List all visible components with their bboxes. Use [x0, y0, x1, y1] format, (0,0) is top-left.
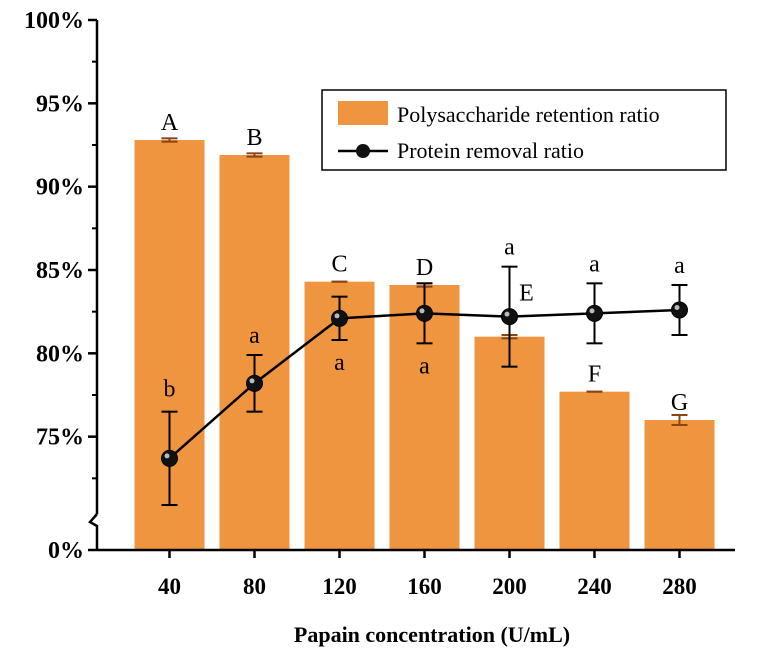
- x-tick-label: 280: [662, 574, 697, 599]
- y-tick-label: 80%: [36, 341, 84, 367]
- protein-point-highlight: [164, 453, 170, 459]
- bar-240: [559, 391, 630, 550]
- bar-letter-F: F: [588, 362, 601, 388]
- bar-letter-E: E: [519, 281, 534, 307]
- bar-letter-D: D: [416, 255, 433, 281]
- x-tick-label: 80: [243, 574, 266, 599]
- y-axis-break: [88, 513, 99, 550]
- protein-point-highlight: [334, 313, 340, 319]
- point-letter-a: a: [334, 350, 345, 376]
- legend-box: [321, 89, 727, 171]
- axes-layer: 100% 95% 90% 85% 80% 75% 0% 40 80 120 160 200 240 280: [24, 8, 735, 599]
- labels-layer: A B C D E F Gb a a a a a a: [161, 110, 688, 416]
- legend-label-polysaccharide: Polysaccharide retention ratio: [397, 102, 660, 127]
- protein-point-240: [586, 304, 603, 322]
- legend: Polysaccharide retention ratio Protein r…: [321, 89, 727, 171]
- x-axis-label: Papain concentration (U/mL): [294, 622, 570, 647]
- y-tick-label: 95%: [36, 91, 84, 117]
- point-letter-a: a: [589, 251, 600, 277]
- bar-letter-G: G: [671, 390, 688, 416]
- protein-point-280: [671, 301, 688, 319]
- legend-bar-swatch: [338, 101, 388, 125]
- point-letter-a: a: [674, 253, 685, 279]
- line-layer: [161, 265, 688, 506]
- point-letter-a: a: [419, 353, 430, 379]
- x-tick-label: 160: [407, 574, 442, 599]
- point-letter-a: a: [504, 235, 515, 261]
- bar-200: [474, 336, 545, 550]
- y-tick-label: 0%: [48, 538, 84, 564]
- y-tick-label: 85%: [36, 258, 84, 284]
- protein-point-highlight: [589, 308, 595, 314]
- bar-letter-C: C: [331, 252, 347, 278]
- x-tick-label: 40: [158, 574, 181, 599]
- y-tick-label: 75%: [36, 425, 84, 451]
- bar-letter-B: B: [246, 125, 262, 151]
- protein-point-highlight: [249, 378, 255, 384]
- protein-point-200: [501, 308, 518, 326]
- protein-point-80: [246, 374, 263, 392]
- bar-280: [644, 420, 715, 550]
- bars-layer: [134, 137, 715, 550]
- y-tick-label: 90%: [36, 175, 84, 201]
- protein-point-highlight: [674, 305, 680, 310]
- x-tick-label: 120: [322, 574, 357, 599]
- bar-letter-A: A: [161, 110, 179, 136]
- protein-point-120: [331, 309, 348, 327]
- point-letter-a: a: [249, 323, 260, 349]
- x-tick-label: 240: [577, 574, 612, 599]
- bar-80: [219, 155, 290, 550]
- protein-point-highlight: [419, 308, 425, 314]
- legend-marker: [356, 144, 370, 158]
- y-tick-label: 100%: [24, 8, 84, 34]
- protein-point-160: [416, 304, 433, 322]
- x-tick-label: 200: [492, 574, 527, 599]
- point-letter-b: b: [164, 377, 176, 403]
- protein-point-highlight: [504, 311, 510, 317]
- legend-label-protein: Protein removal ratio: [397, 138, 584, 163]
- protein-point-40: [161, 449, 178, 467]
